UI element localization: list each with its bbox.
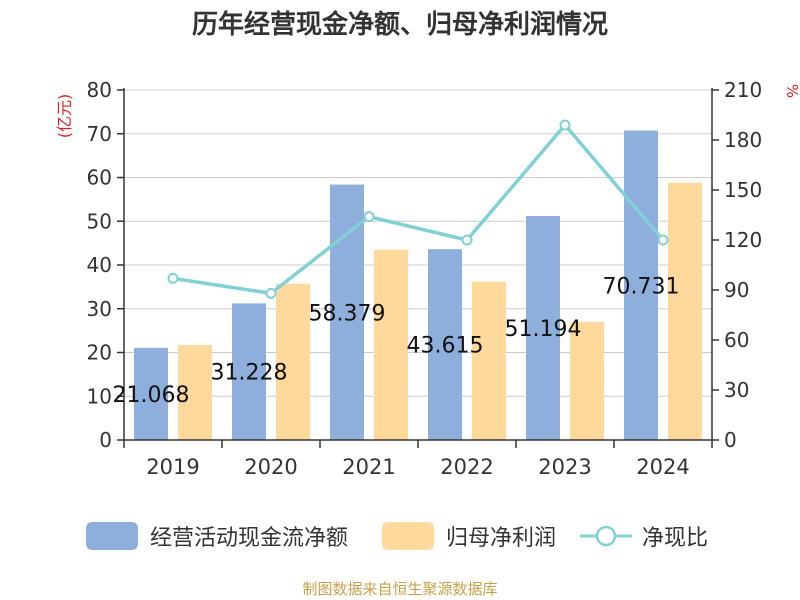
- y-right-tick-label: 120: [724, 228, 762, 252]
- x-tick-label: 2024: [636, 455, 689, 479]
- bar-net-profit[interactable]: [178, 345, 212, 440]
- y-left-tick-label: 10: [87, 384, 112, 408]
- x-tick-label: 2021: [342, 455, 395, 479]
- x-tick-label: 2019: [146, 455, 199, 479]
- line-point-cash-ratio[interactable]: [657, 234, 669, 246]
- bar-net-profit[interactable]: [668, 182, 702, 440]
- x-tick-label: 2020: [244, 455, 297, 479]
- y-left-tick-label: 20: [87, 341, 112, 365]
- y-right-tick-label: 180: [724, 128, 762, 152]
- bar-cashflow[interactable]: [232, 303, 266, 440]
- y-right-tick-label: 90: [724, 278, 749, 302]
- legend-item-cashflow[interactable]: 经营活动现金流净额: [86, 514, 348, 558]
- y-right-tick-label: 30: [724, 378, 749, 402]
- line-point-cash-ratio[interactable]: [559, 119, 571, 131]
- bar-cashflow[interactable]: [428, 249, 462, 440]
- x-tick-label: 2022: [440, 455, 493, 479]
- y-left-tick-label: 70: [87, 122, 112, 146]
- legend-line-marker-icon: [580, 525, 632, 547]
- legend: 经营活动现金流净额 归母净利润 净现比: [0, 514, 800, 558]
- line-point-cash-ratio[interactable]: [363, 211, 375, 223]
- data-label-cashflow: 51.194: [505, 317, 582, 342]
- bar-net-profit[interactable]: [276, 283, 310, 440]
- y-right-tick-label: 60: [724, 328, 749, 352]
- bar-cashflow[interactable]: [624, 130, 658, 440]
- y-left-tick-label: 50: [87, 209, 112, 233]
- line-cash-ratio: [172, 123, 665, 296]
- data-label-cashflow: 31.228: [211, 361, 288, 386]
- y-left-tick-label: 80: [87, 78, 112, 102]
- chart-title: 历年经营现金净额、归母净利润情况: [191, 10, 608, 40]
- y-left-tick-label: 0: [99, 428, 112, 452]
- line-point-cash-ratio[interactable]: [167, 272, 179, 284]
- y-right-unit-label: %: [783, 84, 800, 98]
- line-point-cash-ratio[interactable]: [461, 234, 473, 246]
- y-right-tick-label: 150: [724, 178, 762, 202]
- y-left-tick-label: 60: [87, 166, 112, 190]
- y-left-tick-label: 40: [87, 253, 112, 277]
- chart-area: 0 10 20 30 40 50 60 70 80 0 30 60 90 120 150 180 210 (亿元)…: [55, 78, 800, 479]
- legend-item-cash-ratio[interactable]: 净现比: [580, 514, 708, 558]
- legend-label-cashflow: 经营活动现金流净额: [150, 526, 349, 551]
- legend-swatch-net-profit: [382, 522, 434, 550]
- data-label-cashflow: 58.379: [309, 301, 386, 326]
- line-point-cash-ratio[interactable]: [265, 287, 277, 299]
- data-label-cashflow: 70.731: [603, 274, 680, 299]
- bar-net-profit[interactable]: [472, 281, 506, 440]
- source-note: 制图数据来自恒生聚源数据库: [302, 580, 498, 598]
- legend-label-cash-ratio: 净现比: [642, 526, 709, 551]
- x-tick-label: 2023: [538, 455, 591, 479]
- y-right-tick-label: 0: [724, 428, 737, 452]
- y-left-tick-label: 30: [87, 297, 112, 321]
- legend-item-net-profit[interactable]: 归母净利润: [382, 514, 556, 558]
- legend-swatch-cashflow: [86, 522, 138, 550]
- bar-cashflow[interactable]: [134, 347, 168, 440]
- data-label-cashflow: 43.615: [407, 334, 484, 359]
- bar-cashflow[interactable]: [526, 216, 560, 440]
- bar-net-profit[interactable]: [570, 321, 604, 440]
- bar-net-profit[interactable]: [374, 249, 408, 440]
- y-left-unit-label: (亿元): [55, 94, 74, 139]
- legend-label-net-profit: 归母净利润: [446, 526, 557, 551]
- data-label-cashflow: 21.068: [113, 383, 190, 408]
- y-right-tick-label: 210: [724, 78, 762, 102]
